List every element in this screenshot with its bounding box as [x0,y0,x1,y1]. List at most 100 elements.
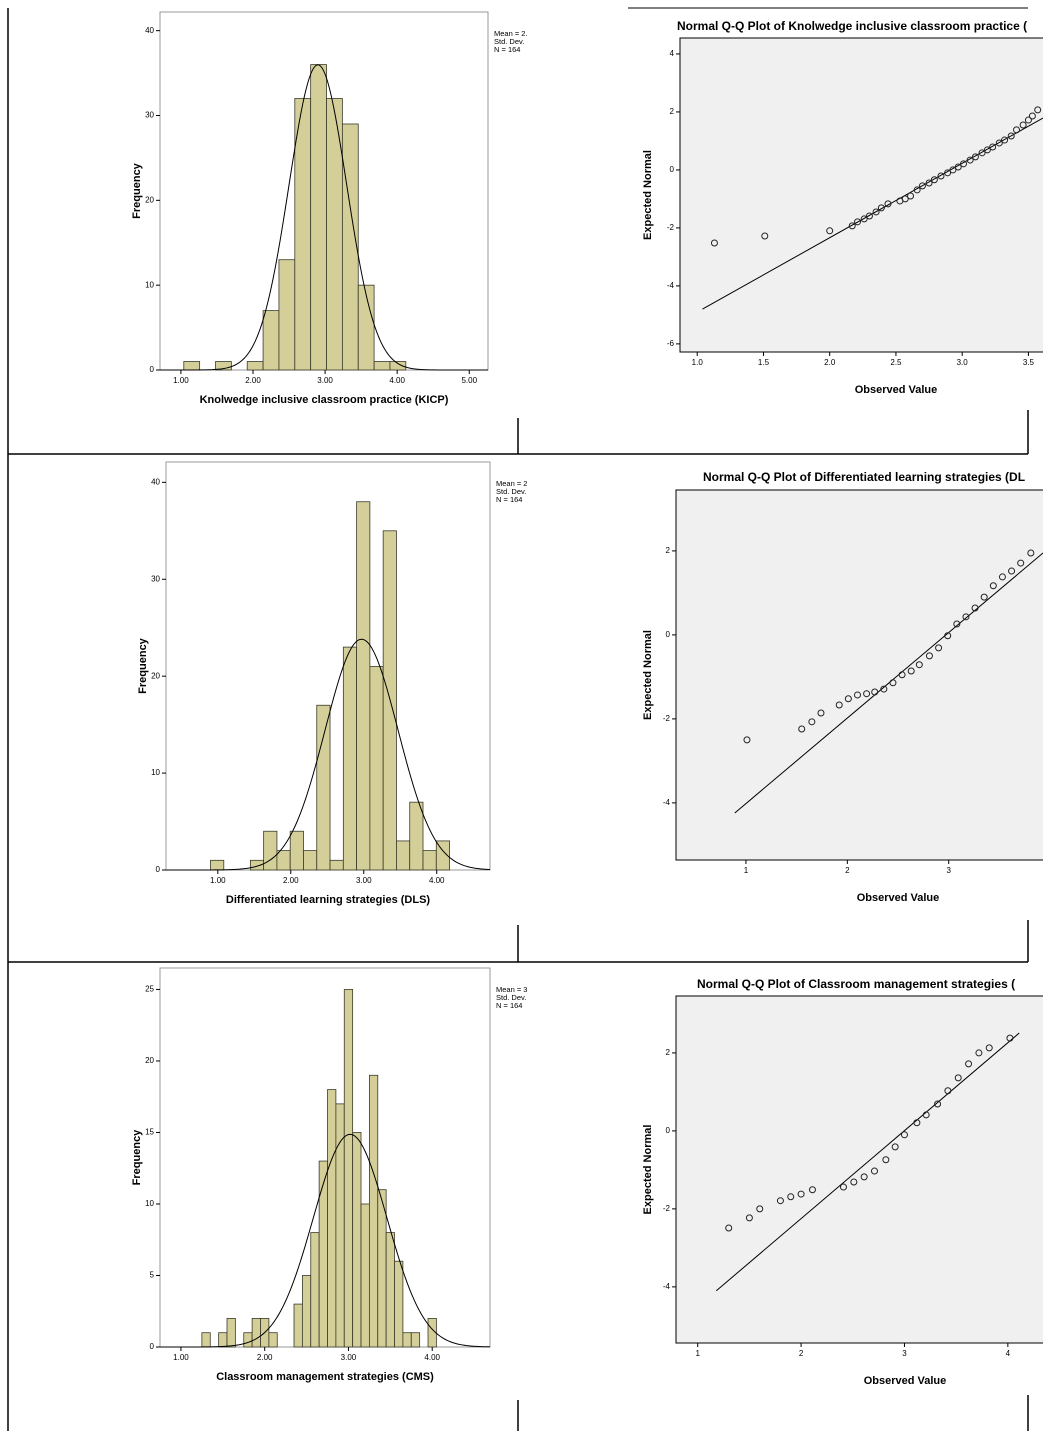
bar [411,1333,419,1347]
y-tick-label: 20 [151,671,160,680]
x-tick-label: 3 [946,866,951,875]
bar [279,260,295,370]
chart-panel: 20-2-4123Normal Q-Q Plot of Differentiat… [628,462,1049,920]
bar [342,124,358,370]
y-tick-label: 20 [145,195,154,204]
x-tick-label: 4.00 [389,376,405,385]
x-tick-label: 5.00 [461,376,477,385]
y-axis-label: Frequency [131,1129,143,1186]
y-tick-label: 2 [666,1048,671,1057]
x-tick-label: 1.00 [173,376,189,385]
chart-title: Normal Q-Q Plot of Knolwedge inclusive c… [677,19,1027,33]
x-tick-label: 2.0 [824,358,836,367]
y-tick-label: 30 [151,574,160,583]
bar [302,1275,310,1347]
legend-line: N = 164 [494,45,520,54]
bar [369,1075,377,1347]
bar [328,1090,336,1347]
x-tick-label: 3.00 [341,1353,357,1362]
chart-title: Normal Q-Q Plot of Classroom management … [697,977,1015,991]
y-axis-label: Frequency [137,637,149,694]
y-tick-label: 5 [150,1271,155,1280]
x-tick-label: 2.00 [257,1353,273,1362]
bar [358,285,374,370]
x-tick-label: 1.00 [173,1353,189,1362]
y-tick-label: 0 [666,1126,671,1135]
bar [353,1132,361,1347]
legend-line: N = 164 [496,1001,522,1010]
bar [250,860,263,870]
x-tick-label: 1.00 [210,876,226,885]
page: 0102030401.002.003.004.005.00FrequencyKn… [0,0,1051,1431]
y-tick-label: 10 [145,280,154,289]
y-axis-label: Frequency [131,162,143,219]
x-axis-label: Knolwedge inclusive classroom practice (… [200,394,449,406]
y-tick-label: 10 [151,768,160,777]
x-tick-label: 1.0 [692,358,704,367]
x-tick-label: 2.5 [890,358,902,367]
bar [395,1261,403,1347]
y-tick-label: 40 [145,26,154,35]
bar [277,851,290,870]
plot-area [676,996,1049,1343]
y-tick-label: 0 [156,865,161,874]
bar [294,1304,302,1347]
bar [336,1104,344,1347]
x-tick-label: 2 [799,1349,804,1358]
x-axis-label: Classroom management strategies (CMS) [216,1371,434,1383]
bar [211,860,224,870]
bar [374,362,390,370]
x-tick-label: 4.00 [424,1353,440,1362]
y-tick-label: 0 [150,1342,155,1351]
y-tick-label: 10 [145,1199,154,1208]
bar [252,1318,260,1347]
y-tick-label: 25 [145,985,154,994]
y-axis-label: Expected Normal [642,630,654,720]
x-tick-label: 2.00 [245,376,261,385]
bar [269,1333,277,1347]
bar [423,851,436,870]
bar [227,1318,235,1347]
legend-line: N = 164 [496,495,522,504]
bar [244,1333,252,1347]
x-axis-label: Observed Value [857,892,940,904]
bar [219,1333,227,1347]
bar [344,989,352,1347]
bar [327,99,343,370]
x-axis-label: Observed Value [855,384,938,396]
y-tick-label: 0 [666,630,671,639]
bar [370,666,383,870]
bar [403,1333,411,1347]
y-axis-label: Expected Normal [642,1125,654,1215]
bar [263,311,279,370]
y-tick-label: 40 [151,477,160,486]
y-tick-label: 15 [145,1128,154,1137]
chart-panel: 0102030401.002.003.004.005.00FrequencyKn… [118,8,530,418]
bar [317,705,330,870]
y-tick-label: -4 [667,281,675,290]
x-tick-label: 4 [1006,1349,1011,1358]
y-tick-label: 0 [670,165,675,174]
bar [202,1333,210,1347]
x-axis-label: Differentiated learning strategies (DLS) [226,894,430,906]
bar [330,860,343,870]
bar [264,831,277,870]
bar [247,362,263,370]
x-tick-label: 4.00 [429,876,445,885]
bar [357,502,370,870]
y-tick-label: 20 [145,1056,154,1065]
x-tick-label: 1 [744,866,749,875]
bar [319,1161,327,1347]
bar [378,1190,386,1347]
x-axis-label: Observed Value [864,1375,947,1387]
y-tick-label: 0 [150,365,155,374]
chart-panel: 420-2-4-61.01.52.02.53.03.5Normal Q-Q Pl… [628,10,1049,410]
bar [303,851,316,870]
bar [410,802,423,870]
plot-area [680,38,1049,352]
y-tick-label: -2 [667,223,675,232]
x-tick-label: 1.5 [758,358,770,367]
bar [396,841,409,870]
x-tick-label: 2.00 [283,876,299,885]
